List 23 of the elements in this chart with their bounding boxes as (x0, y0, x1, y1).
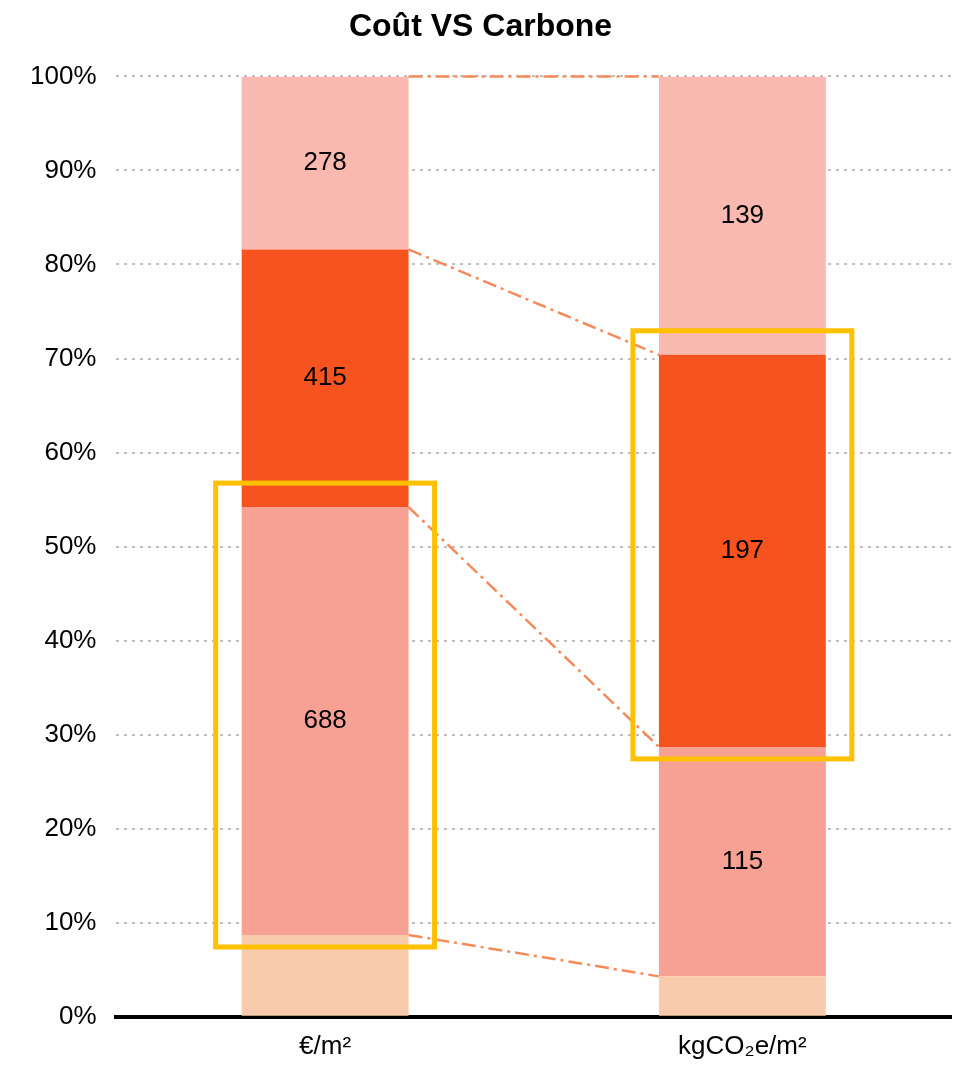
annotation: 688 (303, 704, 347, 735)
chart-title: Coût VS Carbone (348, 7, 613, 44)
y-tick-label: 10% (44, 905, 97, 936)
y-tick-label: 60% (44, 435, 97, 466)
annotation: 197 (720, 534, 765, 564)
annotation: 139 (720, 198, 765, 229)
annotation: 115 (721, 844, 764, 875)
y-tick-label: 50% (44, 529, 97, 560)
x-tick-label: €/m² (299, 1029, 352, 1060)
annotation: 278 (303, 146, 347, 177)
bar (241, 934, 409, 1016)
y-tick-label: 20% (44, 811, 97, 842)
x-tick-label: kgCO₂e/m² (678, 1029, 807, 1060)
y-tick-label: 70% (44, 341, 97, 372)
y-tick-label: 40% (44, 623, 97, 654)
y-tick-label: 30% (44, 717, 97, 748)
y-tick-label: 100% (30, 59, 97, 90)
y-tick-label: 90% (44, 153, 97, 184)
y-tick-label: 80% (44, 247, 97, 278)
bar (658, 976, 826, 1016)
annotation: 415 (303, 361, 347, 392)
bar (241, 76, 409, 250)
y-tick-label: 0% (58, 999, 97, 1030)
